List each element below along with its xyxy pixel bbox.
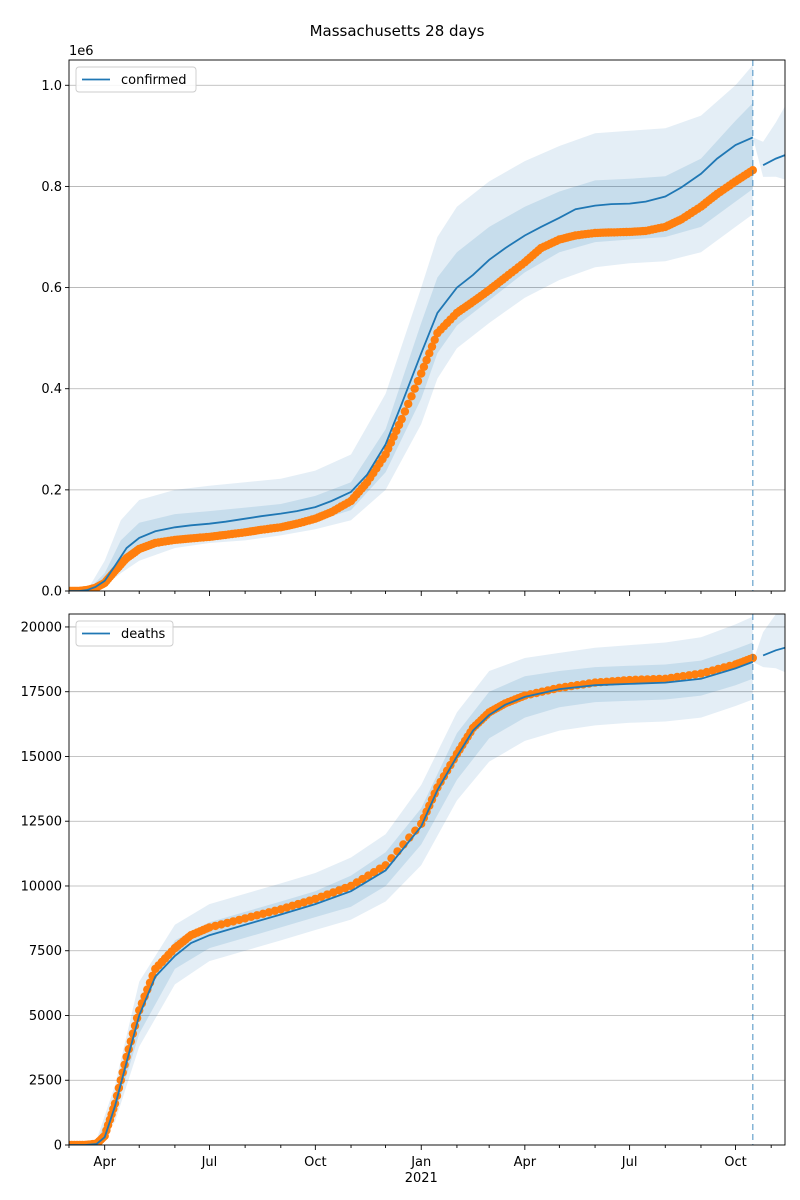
observed-point xyxy=(413,376,423,386)
y-tick-label: 10000 xyxy=(21,879,62,894)
x-year-label: 2021 xyxy=(405,1171,438,1186)
legend: confirmed xyxy=(75,66,197,93)
observed-point xyxy=(422,355,431,365)
y-tick-label: 15000 xyxy=(21,750,62,765)
observed-point xyxy=(407,392,416,401)
uncertainty-band-outer xyxy=(69,616,753,1145)
observed-point xyxy=(417,369,426,378)
uncertainty-band-inner xyxy=(69,103,753,591)
axes-frame xyxy=(68,613,786,1146)
forecast-line xyxy=(762,154,785,166)
observed-point xyxy=(425,349,434,358)
axes-frame xyxy=(68,59,786,592)
observed-point xyxy=(427,342,437,351)
y-tick-label: 0.0 xyxy=(41,585,62,600)
legend-label: confirmed xyxy=(121,73,187,88)
x-tick-label: Jan xyxy=(410,1155,431,1170)
x-tick-label: Jul xyxy=(201,1155,218,1170)
y-tick-label: 1.0 xyxy=(41,79,62,94)
y-tick-label: 7500 xyxy=(29,944,62,959)
y-tick-label: 2500 xyxy=(29,1074,62,1089)
observed-point xyxy=(411,826,420,835)
y-tick-label: 0.8 xyxy=(41,180,62,195)
observed-point xyxy=(649,675,658,684)
x-tick-label: Oct xyxy=(724,1155,746,1170)
forecast-band xyxy=(752,614,785,673)
observed-point xyxy=(404,399,413,409)
observed-point xyxy=(381,861,390,870)
model-line xyxy=(69,661,754,1145)
y-tick-label: 12500 xyxy=(21,815,62,830)
y-tick-label: 0.4 xyxy=(41,382,62,397)
legend-label: deaths xyxy=(121,627,166,642)
forecast-band xyxy=(752,106,785,180)
plot-area xyxy=(69,614,785,1145)
legend: deaths xyxy=(75,620,174,647)
observed-point xyxy=(637,675,646,684)
uncertainty-band-inner xyxy=(69,642,753,1145)
plot-area xyxy=(69,65,785,591)
observed-point xyxy=(643,675,652,684)
observed-point xyxy=(430,335,439,344)
x-tick-label: Jul xyxy=(621,1155,638,1170)
x-tick-label: Apr xyxy=(514,1155,537,1170)
y-tick-label: 0 xyxy=(54,1139,62,1154)
deaths-panel: 0 2500 5000 7500 10000 12500 15000 17500 20000 Ap… xyxy=(21,613,786,1186)
observed-point xyxy=(397,414,406,424)
observed-point xyxy=(655,674,664,684)
y-tick-label: 17500 xyxy=(21,685,62,700)
y-tick-label: 0.2 xyxy=(41,483,62,498)
confirmed-panel: 0.0 0.2 0.4 0.6 0.8 1.0 1e6 confirmed xyxy=(41,44,786,600)
observed-point xyxy=(419,362,429,371)
legend-box xyxy=(75,620,174,647)
y-tick-label: 0.6 xyxy=(41,281,62,296)
x-tick-label: Apr xyxy=(93,1155,116,1170)
x-tick-label: Oct xyxy=(304,1155,326,1170)
forecast-line xyxy=(762,646,785,657)
chart-title: Massachusetts 28 days xyxy=(310,22,485,40)
uncertainty-band-outer xyxy=(69,65,753,591)
legend-box xyxy=(75,66,197,93)
y-tick-label: 20000 xyxy=(21,620,62,635)
model-line xyxy=(69,136,754,591)
y-offset-label: 1e6 xyxy=(69,44,94,59)
y-tick-label: 5000 xyxy=(29,1009,62,1024)
observed-point xyxy=(400,407,410,416)
observed-point xyxy=(631,675,640,684)
observed-point xyxy=(410,384,419,393)
observed-point xyxy=(625,675,634,685)
